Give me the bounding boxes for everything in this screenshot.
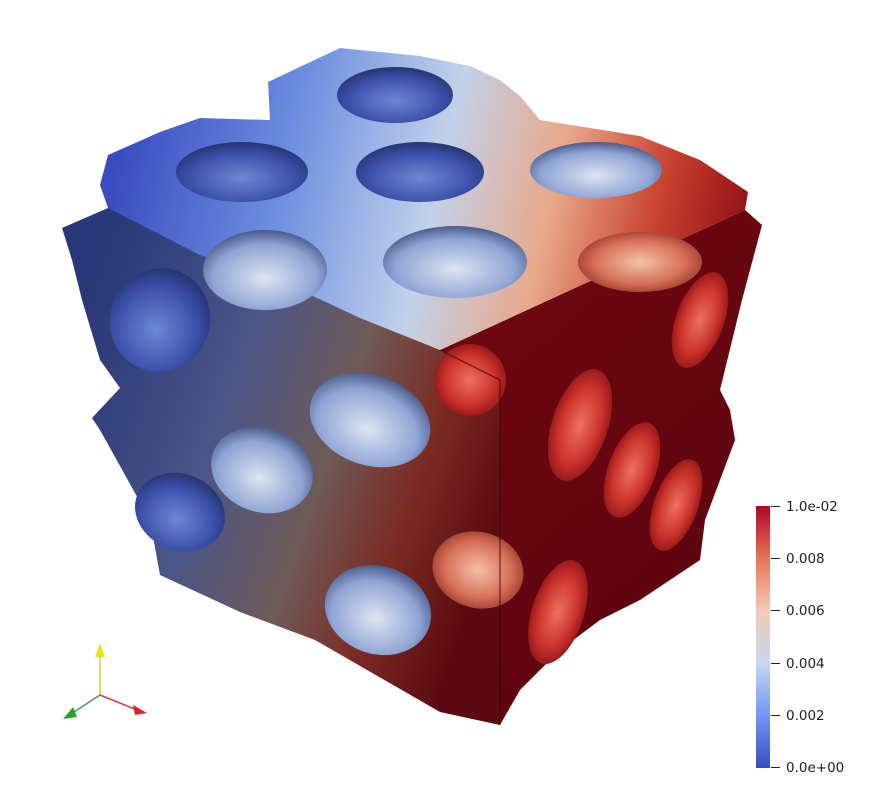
hole-top	[337, 67, 453, 123]
hole-right	[671, 272, 729, 368]
front-edge	[439, 349, 501, 725]
hole-left	[434, 344, 506, 416]
hole-left	[324, 564, 432, 656]
hole-top	[203, 230, 327, 310]
colorbar-tick	[771, 663, 780, 664]
orientation-axes	[63, 643, 147, 719]
colorbar-label-max: 1.0e-02	[786, 499, 838, 515]
colorbar-tick	[771, 715, 780, 716]
hole-top	[176, 142, 308, 202]
colorbar-label: 0.008	[786, 551, 825, 567]
z-axis-line	[70, 694, 101, 715]
hole-top	[356, 142, 484, 202]
hole-right	[649, 459, 703, 551]
z-axis-arrow	[63, 707, 77, 719]
hole-right	[603, 422, 661, 518]
hole-left	[211, 426, 313, 514]
hole-top	[530, 142, 662, 198]
colorbar-tick	[771, 767, 780, 768]
colorbar	[756, 506, 770, 768]
x-axis-arrow	[133, 705, 147, 715]
x-axis-line	[99, 694, 138, 711]
y-axis-arrow	[95, 643, 105, 657]
colorbar-tick	[771, 506, 780, 507]
hole-right	[547, 369, 613, 481]
colorbar-label: 0.002	[786, 708, 825, 724]
colorbar-label-min: 0.0e+00	[786, 760, 845, 776]
hole-left	[432, 531, 524, 609]
colorbar-label: 0.004	[786, 656, 825, 672]
colorbar-tick	[771, 610, 780, 611]
hole-left	[309, 372, 431, 468]
hole-left	[109, 268, 211, 372]
hole-top	[383, 226, 527, 298]
hole-left	[135, 472, 225, 552]
colorbar-label: 0.006	[786, 603, 825, 619]
hole-top	[578, 232, 702, 292]
hole-right	[528, 560, 588, 664]
colorbar-tick	[771, 558, 780, 559]
